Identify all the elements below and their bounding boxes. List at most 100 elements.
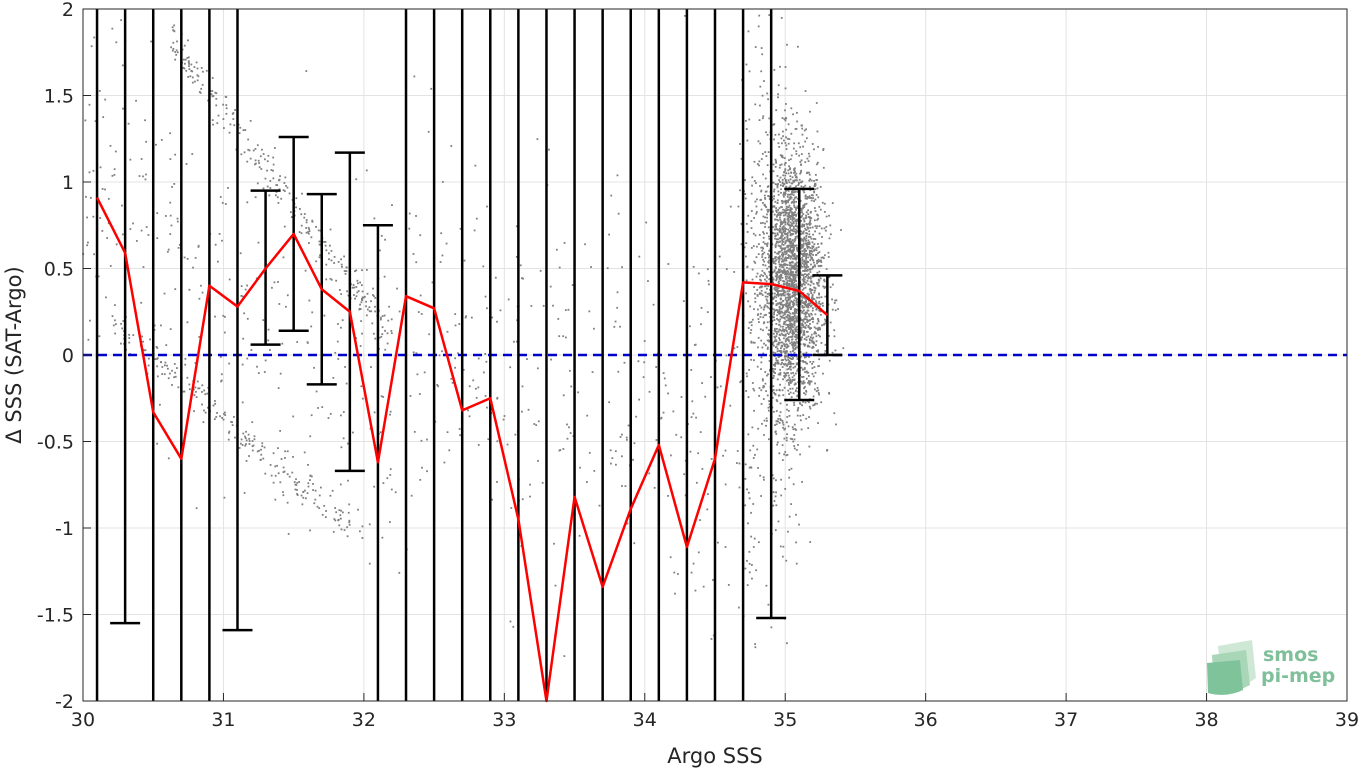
scatter-point xyxy=(780,332,783,335)
scatter-point xyxy=(801,214,803,217)
scatter-point xyxy=(785,350,788,352)
scatter-point xyxy=(246,201,249,204)
scatter-point xyxy=(800,159,803,162)
scatter-point xyxy=(542,304,545,307)
scatter-point xyxy=(766,267,769,270)
scatter-point xyxy=(815,102,818,104)
scatter-point xyxy=(778,257,781,260)
scatter-point xyxy=(800,171,802,174)
scatter-point xyxy=(834,299,837,302)
scatter-point xyxy=(807,245,810,248)
scatter-point xyxy=(789,361,792,364)
scatter-point xyxy=(796,230,799,233)
scatter-point xyxy=(792,483,795,486)
scatter-point xyxy=(231,424,234,427)
scatter-point xyxy=(763,285,766,288)
scatter-point xyxy=(797,248,799,251)
scatter-point xyxy=(781,255,784,258)
scatter-point xyxy=(621,266,623,269)
scatter-point xyxy=(811,289,814,291)
scatter-point xyxy=(758,387,761,389)
scatter-point xyxy=(249,157,252,160)
scatter-point xyxy=(793,279,796,282)
scatter-point xyxy=(276,464,278,467)
scatter-point xyxy=(778,337,780,340)
scatter-point xyxy=(468,385,471,388)
scatter-point xyxy=(176,40,178,43)
scatter-point xyxy=(775,228,778,230)
scatter-point xyxy=(784,209,786,212)
scatter-point xyxy=(389,413,391,416)
scatter-point xyxy=(817,350,819,353)
scatter-point xyxy=(360,284,363,287)
scatter-point xyxy=(772,226,774,228)
scatter-point xyxy=(782,226,784,229)
scatter-point xyxy=(794,338,797,341)
scatter-point xyxy=(89,196,92,199)
scatter-point xyxy=(638,398,641,401)
scatter-point xyxy=(521,498,524,501)
scatter-point xyxy=(610,462,612,465)
scatter-point xyxy=(777,418,780,420)
scatter-point xyxy=(807,302,810,305)
scatter-point xyxy=(765,298,768,301)
scatter-point xyxy=(757,467,759,469)
scatter-point xyxy=(773,319,776,321)
scatter-point xyxy=(262,187,265,190)
scatter-point xyxy=(360,301,363,304)
scatter-point xyxy=(382,482,385,484)
scatter-point xyxy=(768,292,771,295)
scatter-point xyxy=(775,491,777,494)
scatter-point xyxy=(184,58,187,61)
scatter-point xyxy=(804,238,807,241)
scatter-point xyxy=(774,365,776,367)
scatter-point xyxy=(756,365,759,368)
scatter-point xyxy=(783,321,786,324)
scatter-point xyxy=(214,243,217,246)
scatter-point xyxy=(776,317,778,320)
scatter-point xyxy=(509,620,512,623)
scatter-point xyxy=(797,184,800,187)
scatter-point xyxy=(782,314,785,317)
scatter-point xyxy=(809,302,812,305)
scatter-point xyxy=(795,265,798,267)
scatter-point xyxy=(145,226,148,228)
scatter-point xyxy=(811,372,814,375)
scatter-point xyxy=(765,220,768,223)
scatter-point xyxy=(248,437,251,440)
scatter-point xyxy=(788,256,790,259)
scatter-point xyxy=(756,448,759,451)
scatter-point xyxy=(537,420,540,423)
scatter-point xyxy=(207,99,210,102)
scatter-point xyxy=(792,221,795,223)
scatter-point xyxy=(800,295,803,297)
scatter-point xyxy=(818,393,820,396)
scatter-point xyxy=(783,157,786,160)
scatter-point xyxy=(777,252,780,255)
scatter-point xyxy=(798,523,800,526)
scatter-point xyxy=(789,362,792,365)
scatter-point xyxy=(309,479,311,481)
scatter-point xyxy=(767,603,770,606)
scatter-point xyxy=(751,426,754,429)
scatter-point xyxy=(348,503,351,506)
scatter-point xyxy=(564,309,567,311)
scatter-point xyxy=(813,404,816,406)
scatter-point xyxy=(801,225,804,228)
scatter-point xyxy=(808,185,811,188)
scatter-point xyxy=(810,333,813,336)
y-tick-label: -1 xyxy=(55,518,74,540)
scatter-point xyxy=(115,41,118,44)
scatter-point xyxy=(801,258,804,261)
scatter-point xyxy=(211,90,214,92)
scatter-point xyxy=(784,174,787,177)
scatter-point xyxy=(834,349,837,352)
scatter-point xyxy=(106,237,109,239)
scatter-point xyxy=(774,257,777,260)
scatter-point xyxy=(760,198,763,201)
scatter-point xyxy=(785,207,788,210)
scatter-point xyxy=(785,323,788,326)
scatter-point xyxy=(748,321,751,324)
scatter-point xyxy=(191,153,194,155)
scatter-point xyxy=(733,347,736,350)
